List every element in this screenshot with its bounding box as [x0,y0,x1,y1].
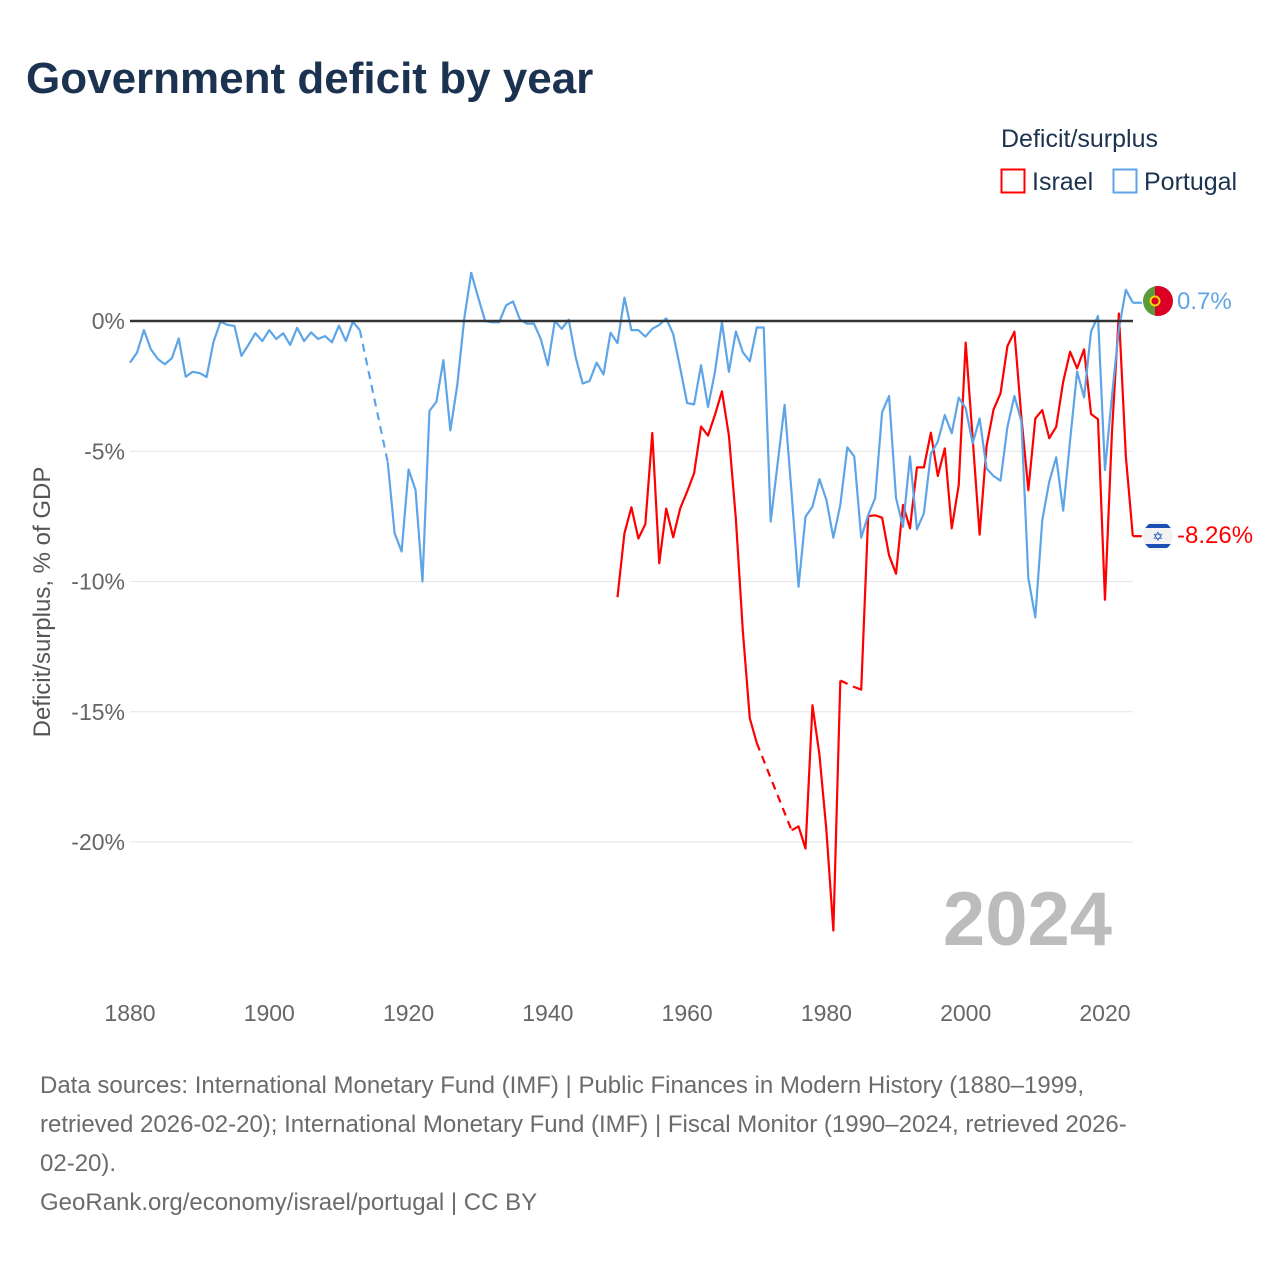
series-line-israel [791,680,842,932]
y-axis-label: Deficit/surplus, % of GDP [29,467,56,738]
end-value-israel: -8.26% [1177,522,1253,549]
x-tick-label: 1940 [522,1000,573,1026]
series-line-portugal [129,320,361,379]
x-tick-label: 2020 [1079,1000,1130,1026]
footer-source-line-2: retrieved 2026-02-20); International Mon… [40,1111,1127,1138]
current-year-label: 2024 [943,877,1112,962]
footer-source-line-1: Data sources: International Monetary Fun… [40,1072,1084,1099]
x-tick-label: 2000 [940,1000,991,1026]
y-tick-label: -20% [71,829,125,855]
series-gap-israel [755,742,793,831]
series-gap-israel [839,679,855,688]
x-tick-label: 1960 [662,1000,713,1026]
svg-text:✡: ✡ [1153,529,1164,544]
legend-swatch-portugal [1112,168,1138,194]
legend-label-portugal: Portugal [1144,168,1237,196]
y-tick-label: -10% [71,569,125,595]
y-tick-label: -15% [71,699,125,725]
legend-label-israel: Israel [1032,168,1093,196]
x-axis-ticks: 1880 1900 1920 1940 1960 1980 2000 2020 [104,1000,1130,1026]
series-lines [129,271,1142,932]
x-tick-label: 1920 [383,1000,434,1026]
series-line-israel [616,390,758,744]
end-label-israel: ✡ -8.26% [1143,521,1253,551]
legend-item-portugal[interactable]: Portugal [1112,168,1238,196]
y-axis-ticks: 0% -5% -10% -15% -20% [71,308,125,855]
portugal-flag-icon [1143,286,1173,316]
gridlines [130,450,1133,843]
x-tick-label: 1880 [104,1000,155,1026]
y-tick-label: -5% [84,438,125,464]
israel-flag-icon: ✡ [1143,521,1173,551]
series-gap-portugal [358,329,389,462]
end-value-portugal: 0.7% [1177,288,1232,315]
footer-source-line-3: 02-20). [40,1150,116,1177]
chart-title: Government deficit by year [26,54,593,103]
footer-attribution[interactable]: GeoRank.org/economy/israel/portugal | CC… [40,1189,537,1216]
footer: Data sources: International Monetary Fun… [40,1072,1127,1216]
legend-title: Deficit/surplus [1001,125,1158,153]
y-tick-label: 0% [92,308,125,334]
series-portugal [129,271,1142,619]
x-tick-label: 1900 [244,1000,295,1026]
x-tick-label: 1980 [801,1000,852,1026]
series-israel [616,312,1142,932]
series-line-portugal [386,271,1134,619]
legend: Deficit/surplus Israel Portugal [1000,125,1238,196]
end-label-portugal: 0.7% [1143,286,1232,316]
legend-item-israel[interactable]: Israel [1000,168,1094,196]
legend-swatch-israel [1000,168,1026,194]
